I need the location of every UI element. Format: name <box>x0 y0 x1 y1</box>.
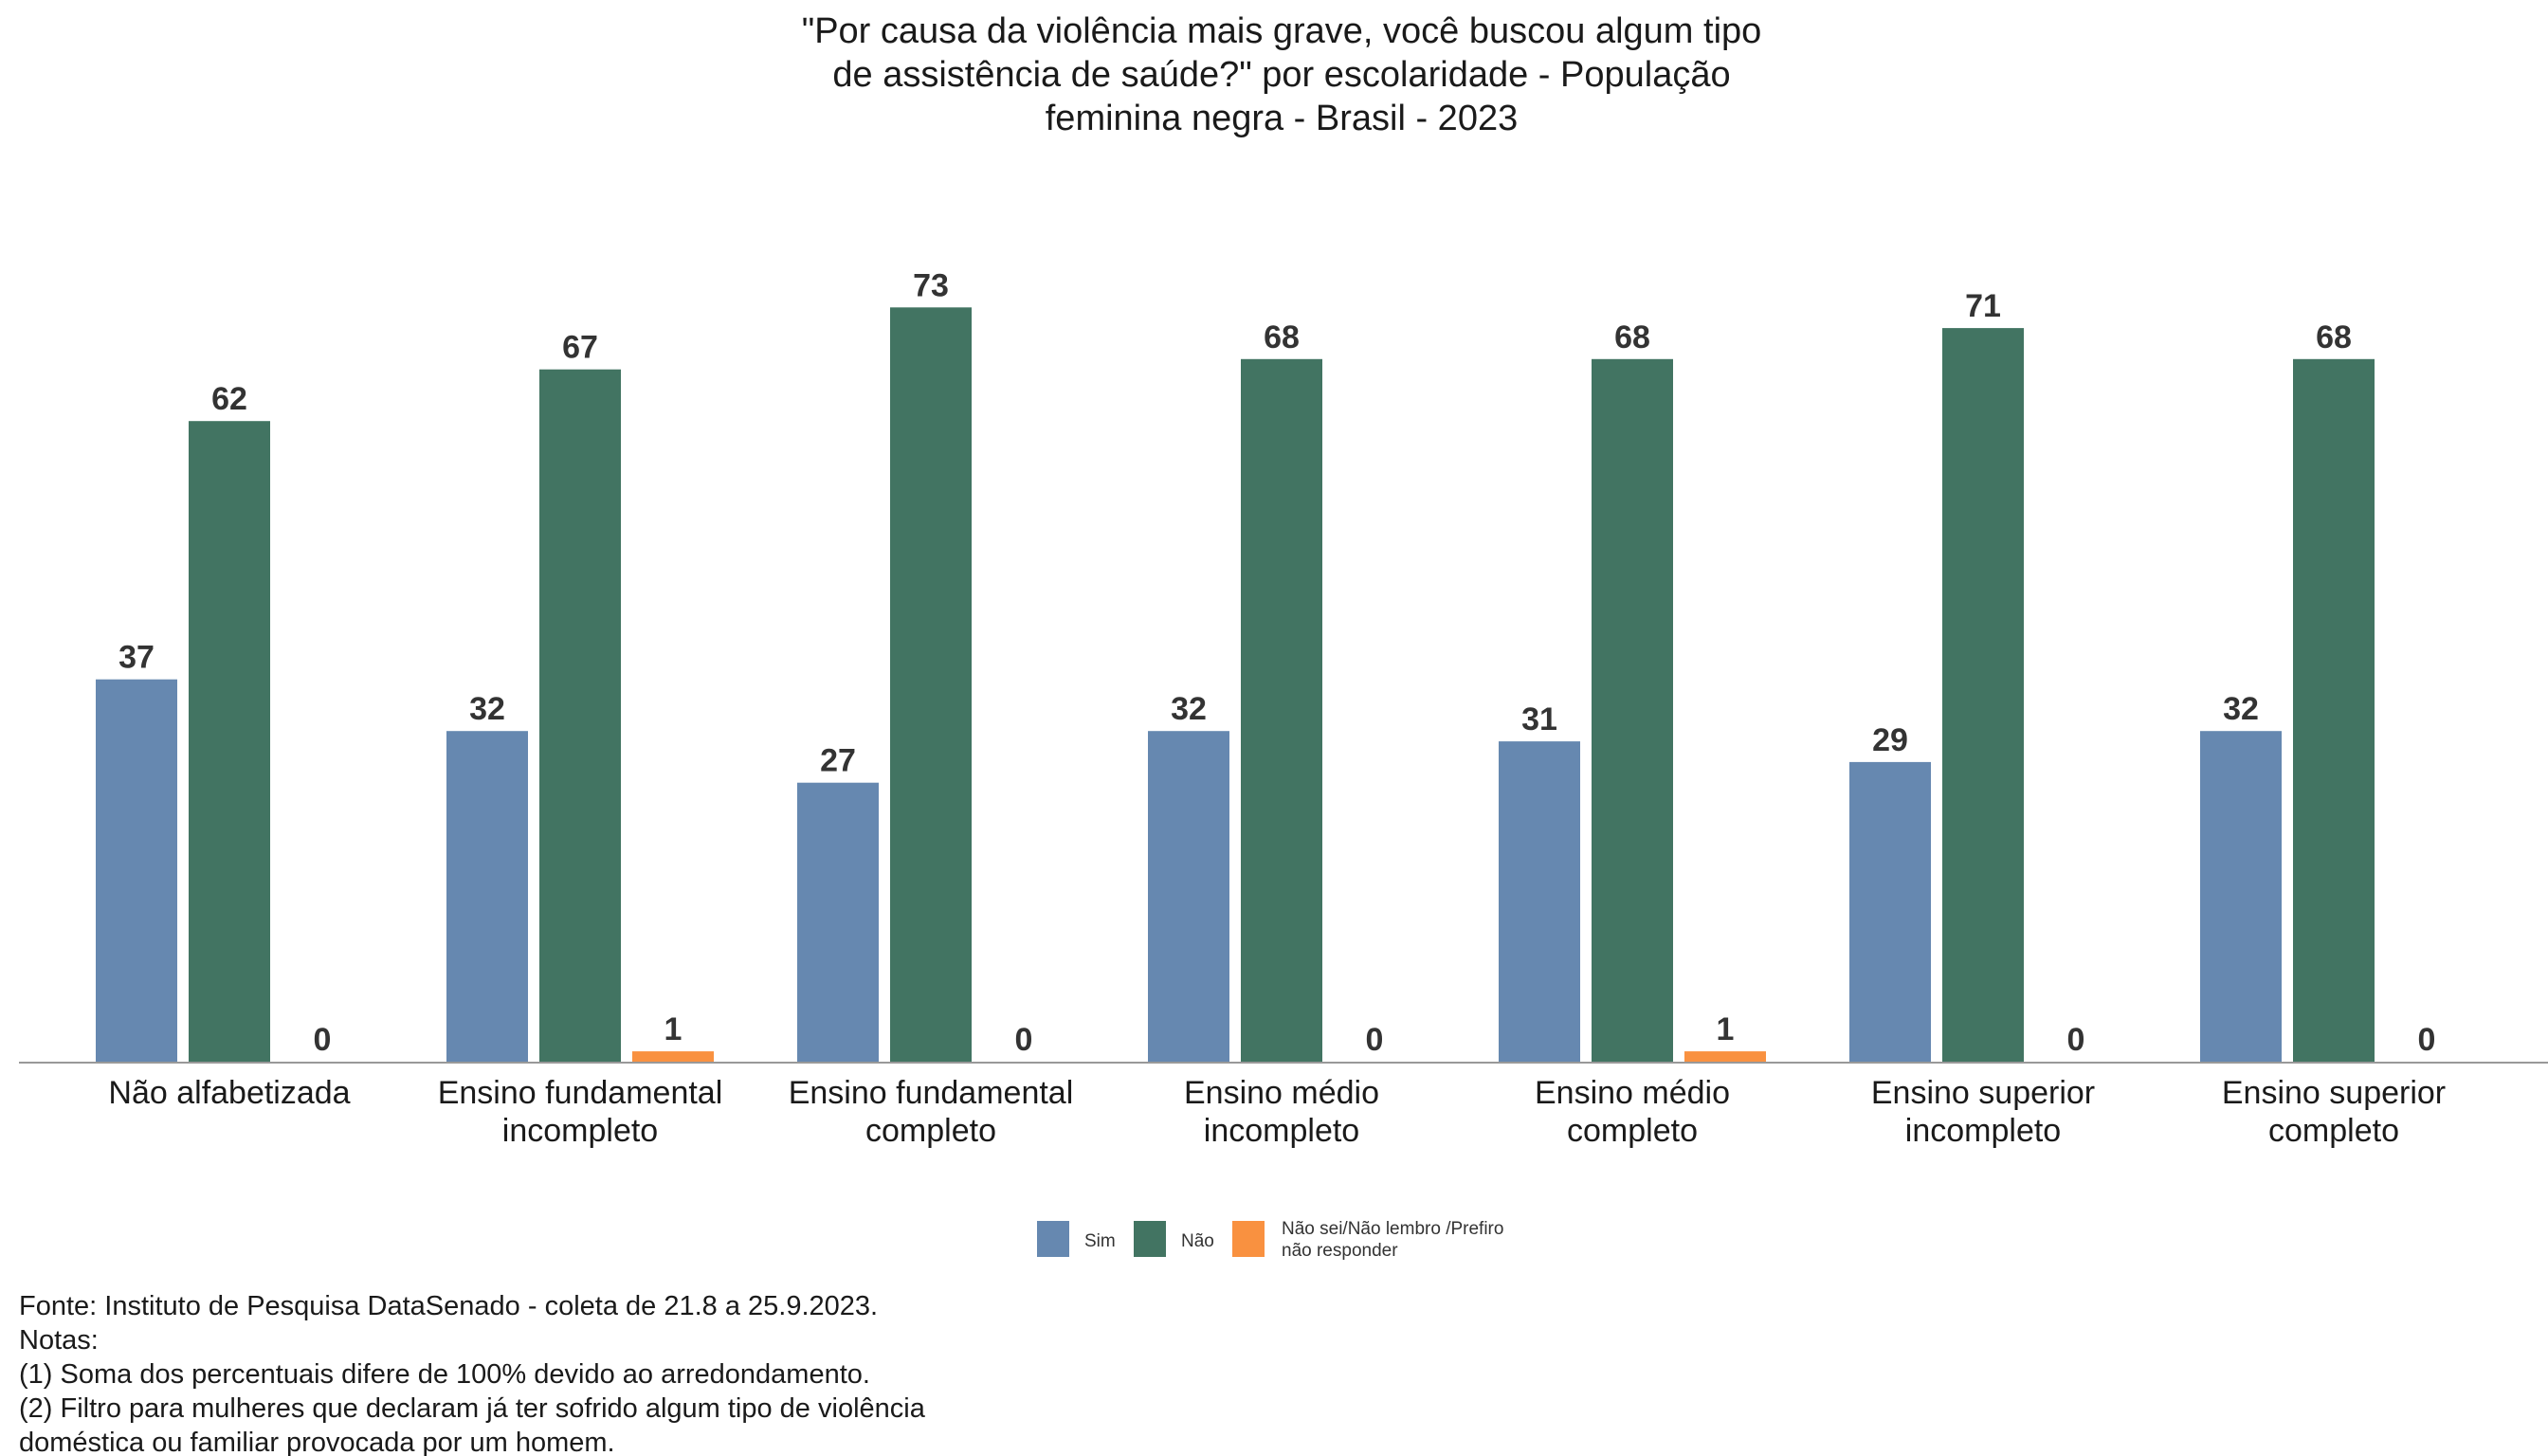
bar-value-label: 68 <box>2316 319 2352 355</box>
bar-value-label: 1 <box>664 1011 682 1047</box>
category-label: Ensino médio <box>1535 1075 1730 1111</box>
bar-sim <box>1148 731 1229 1062</box>
bar-sim <box>1849 761 1931 1062</box>
legend-label: não responder <box>1282 1241 1398 1261</box>
bar-nao <box>1241 358 1322 1062</box>
bar-sim <box>797 782 879 1062</box>
category-label: completo <box>1567 1113 1698 1149</box>
bar-value-label: 29 <box>1872 722 1908 758</box>
bar-sim <box>96 679 177 1062</box>
category-labels: Não alfabetizada Ensino fundamentalincomp… <box>108 1075 2446 1149</box>
notes: Fonte: Instituto de Pesquisa DataSenado … <box>19 1291 926 1456</box>
bar-nao-sabe <box>1684 1051 1766 1062</box>
bar-value-label: 0 <box>2418 1022 2436 1058</box>
legend-label: Não sei/Não lembro /Prefiro <box>1282 1219 1503 1239</box>
bar-nao <box>1942 328 2024 1063</box>
bar-value-label: 27 <box>820 743 856 779</box>
chart-title-line: "Por causa da violência mais grave, você… <box>802 11 1762 51</box>
category-label: Ensino fundamental <box>789 1075 1074 1111</box>
bar-value-label: 0 <box>314 1022 332 1058</box>
category-label: incompleto <box>1204 1113 1359 1149</box>
category-label: Ensino médio <box>1184 1075 1379 1111</box>
bar-value-label: 1 <box>1717 1011 1735 1047</box>
bar-value-label: 32 <box>1171 691 1207 727</box>
bar-value-label: 0 <box>1015 1022 1033 1058</box>
bar-sim <box>2200 731 2282 1062</box>
bar-sim <box>1499 741 1580 1062</box>
bar-nao <box>539 369 621 1062</box>
bar-value-label: 0 <box>1366 1022 1384 1058</box>
source-note: Fonte: Instituto de Pesquisa DataSenado … <box>19 1291 878 1321</box>
bar-sim <box>446 731 528 1062</box>
legend-label: Sim <box>1084 1231 1116 1251</box>
chart-title-line: de assistência de saúde?" por escolarida… <box>832 55 1730 95</box>
bars: 37 62 0 32 67 1 27 73 0 32 68 0 31 68 1 29 71 0 32 68 0 <box>96 267 2436 1063</box>
category-label: completo <box>865 1113 996 1149</box>
bar-nao <box>189 421 270 1062</box>
bar-value-label: 31 <box>1521 701 1557 737</box>
bar-value-label: 37 <box>118 640 155 676</box>
bar-value-label: 32 <box>2223 691 2259 727</box>
legend-swatch <box>1232 1221 1265 1257</box>
bar-value-label: 0 <box>2067 1022 2085 1058</box>
legend-swatch <box>1134 1221 1166 1257</box>
category-label: completo <box>2268 1113 2399 1149</box>
category-label: Ensino superior <box>1871 1075 2095 1111</box>
footnote-line: (2) Filtro para mulheres que declaram já… <box>19 1393 926 1424</box>
bar-nao <box>890 307 972 1062</box>
footnote-line: (1) Soma dos percentuais difere de 100% … <box>19 1359 870 1390</box>
bar-value-label: 71 <box>1965 288 2001 324</box>
category-label: incompleto <box>502 1113 658 1149</box>
bar-nao <box>1592 358 1673 1062</box>
legend-label: Não <box>1181 1231 1214 1251</box>
footnote-line: Notas: <box>19 1325 99 1356</box>
chart-title: "Por causa da violência mais grave, você… <box>802 11 1762 138</box>
category-label: incompleto <box>1905 1113 2061 1149</box>
category-label: Ensino superior <box>2222 1075 2446 1111</box>
bar-value-label: 68 <box>1264 319 1300 355</box>
category-label: Ensino fundamental <box>438 1075 723 1111</box>
footnote-line: doméstica ou familiar provocada por um h… <box>19 1428 615 1456</box>
bar-nao-sabe <box>632 1051 714 1062</box>
bar-value-label: 67 <box>562 330 598 366</box>
chart-title-line: feminina negra - Brasil - 2023 <box>1046 99 1518 138</box>
legend-swatch <box>1037 1221 1069 1257</box>
bar-value-label: 32 <box>469 691 505 727</box>
bar-value-label: 73 <box>913 267 949 303</box>
category-label: Não alfabetizada <box>108 1075 350 1111</box>
bar-value-label: 68 <box>1614 319 1650 355</box>
bar-value-label: 62 <box>211 381 247 417</box>
bar-nao <box>2293 358 2375 1062</box>
